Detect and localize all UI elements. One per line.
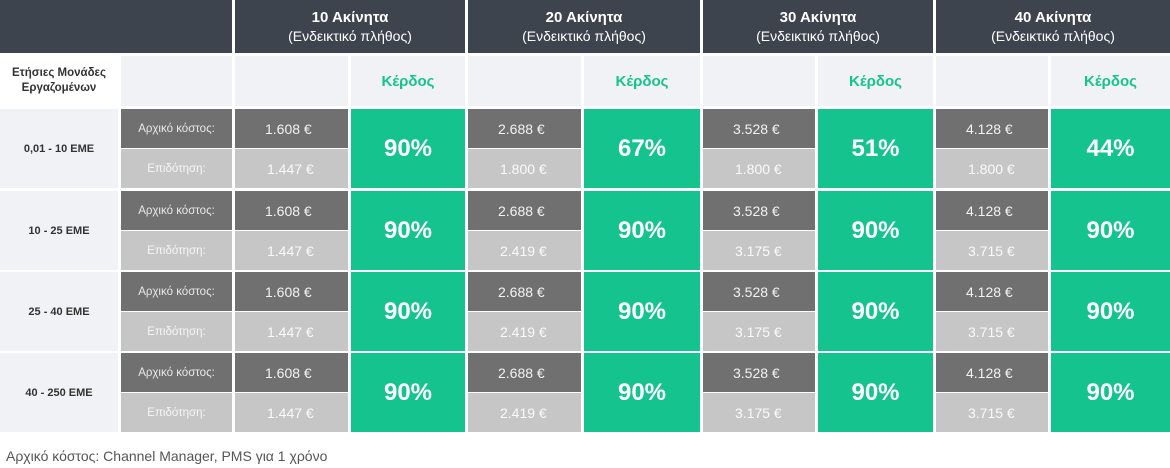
profit-percentage: 90% xyxy=(351,353,465,432)
initial-cost-value: 2.688 € xyxy=(468,109,581,148)
initial-cost-value: 2.688 € xyxy=(468,272,581,311)
subsidy-value: 1.447 € xyxy=(235,312,348,351)
initial-cost-label: Αρχικό κόστος: xyxy=(121,109,232,148)
subsidy-value: 2.419 € xyxy=(468,393,581,432)
column-title: 20 Ακίνητα xyxy=(545,8,623,26)
header-corner xyxy=(0,0,232,53)
subsidy-value: 3.175 € xyxy=(703,231,815,270)
sub-header-spacer xyxy=(121,56,232,106)
column-subtitle: (Ενδεικτικό πλήθος) xyxy=(756,27,880,44)
initial-cost-value: 3.528 € xyxy=(703,109,815,148)
column-header-10: 10 Ακίνητα (Ενδεικτικό πλήθος) xyxy=(235,0,465,53)
subsidy-value: 3.715 € xyxy=(936,312,1048,351)
column-subtitle: (Ενδεικτικό πλήθος) xyxy=(288,27,412,44)
column-subtitle: (Ενδεικτικό πλήθος) xyxy=(991,27,1115,44)
subsidy-value: 1.447 € xyxy=(235,149,348,188)
subsidy-label: Επιδότηση: xyxy=(121,149,232,188)
profit-header: Κέρδος xyxy=(818,56,933,106)
row-label: 25 - 40 ΕΜΕ xyxy=(0,272,118,351)
profit-percentage: 90% xyxy=(818,353,933,432)
subsidy-label: Επιδότηση: xyxy=(121,393,232,432)
profit-percentage: 90% xyxy=(351,191,465,270)
initial-cost-value: 1.608 € xyxy=(235,191,348,230)
sub-header-spacer xyxy=(468,56,581,106)
initial-cost-value: 1.608 € xyxy=(235,272,348,311)
subsidy-value: 3.715 € xyxy=(936,393,1048,432)
profit-percentage: 90% xyxy=(351,109,465,188)
sub-header-spacer xyxy=(235,56,348,106)
row-label: 10 - 25 ΕΜΕ xyxy=(0,191,118,270)
row-header-title: Ετήσιες Μονάδες Εργαζομένων xyxy=(0,56,118,106)
initial-cost-value: 3.528 € xyxy=(703,353,815,392)
profit-percentage: 44% xyxy=(1051,109,1170,188)
profit-percentage: 90% xyxy=(1051,353,1170,432)
column-header-30: 30 Ακίνητα (Ενδεικτικό πλήθος) xyxy=(703,0,933,53)
subsidy-value: 1.800 € xyxy=(468,149,581,188)
subsidy-value: 2.419 € xyxy=(468,312,581,351)
profit-header: Κέρδος xyxy=(1051,56,1170,106)
initial-cost-value: 2.688 € xyxy=(468,191,581,230)
sub-header-spacer xyxy=(703,56,815,106)
subsidy-label: Επιδότηση: xyxy=(121,231,232,270)
subsidy-value: 3.175 € xyxy=(703,393,815,432)
initial-cost-value: 4.128 € xyxy=(936,191,1048,230)
initial-cost-label: Αρχικό κόστος: xyxy=(121,272,232,311)
column-header-40: 40 Ακίνητα (Ενδεικτικό πλήθος) xyxy=(936,0,1170,53)
profit-percentage: 67% xyxy=(584,109,700,188)
profit-percentage: 90% xyxy=(818,191,933,270)
subsidy-value: 2.419 € xyxy=(468,231,581,270)
profit-header: Κέρδος xyxy=(351,56,465,106)
subsidy-value: 1.800 € xyxy=(703,149,815,188)
initial-cost-value: 1.608 € xyxy=(235,353,348,392)
profit-percentage: 90% xyxy=(351,272,465,351)
profit-percentage: 51% xyxy=(818,109,933,188)
subsidy-value: 1.447 € xyxy=(235,231,348,270)
column-title: 10 Ακίνητα xyxy=(311,8,389,26)
column-title: 30 Ακίνητα xyxy=(779,8,857,26)
footnote: Αρχικό κόστος: Channel Manager, PMS για … xyxy=(6,448,328,464)
row-label: 40 - 250 ΕΜΕ xyxy=(0,353,118,432)
row-header-line2: Εργαζομένων xyxy=(21,82,97,94)
initial-cost-value: 2.688 € xyxy=(468,353,581,392)
profit-percentage: 90% xyxy=(818,272,933,351)
profit-header: Κέρδος xyxy=(584,56,700,106)
column-title: 40 Ακίνητα xyxy=(1014,8,1092,26)
subsidy-label: Επιδότηση: xyxy=(121,312,232,351)
initial-cost-value: 4.128 € xyxy=(936,109,1048,148)
column-header-20: 20 Ακίνητα (Ενδεικτικό πλήθος) xyxy=(468,0,700,53)
initial-cost-value: 3.528 € xyxy=(703,272,815,311)
sub-header-spacer xyxy=(936,56,1048,106)
initial-cost-value: 4.128 € xyxy=(936,353,1048,392)
initial-cost-value: 4.128 € xyxy=(936,272,1048,311)
profit-percentage: 90% xyxy=(1051,272,1170,351)
subsidy-value: 3.175 € xyxy=(703,312,815,351)
row-header-line1: Ετήσιες Μονάδες xyxy=(11,67,106,79)
initial-cost-label: Αρχικό κόστος: xyxy=(121,353,232,392)
column-subtitle: (Ενδεικτικό πλήθος) xyxy=(522,27,646,44)
profit-percentage: 90% xyxy=(1051,191,1170,270)
initial-cost-label: Αρχικό κόστος: xyxy=(121,191,232,230)
subsidy-value: 1.800 € xyxy=(936,149,1048,188)
initial-cost-value: 1.608 € xyxy=(235,109,348,148)
subsidy-value: 3.715 € xyxy=(936,231,1048,270)
initial-cost-value: 3.528 € xyxy=(703,191,815,230)
profit-percentage: 90% xyxy=(584,272,700,351)
subsidy-value: 1.447 € xyxy=(235,393,348,432)
row-label: 0,01 - 10 ΕΜΕ xyxy=(0,109,118,188)
profit-percentage: 90% xyxy=(584,191,700,270)
profit-percentage: 90% xyxy=(584,353,700,432)
